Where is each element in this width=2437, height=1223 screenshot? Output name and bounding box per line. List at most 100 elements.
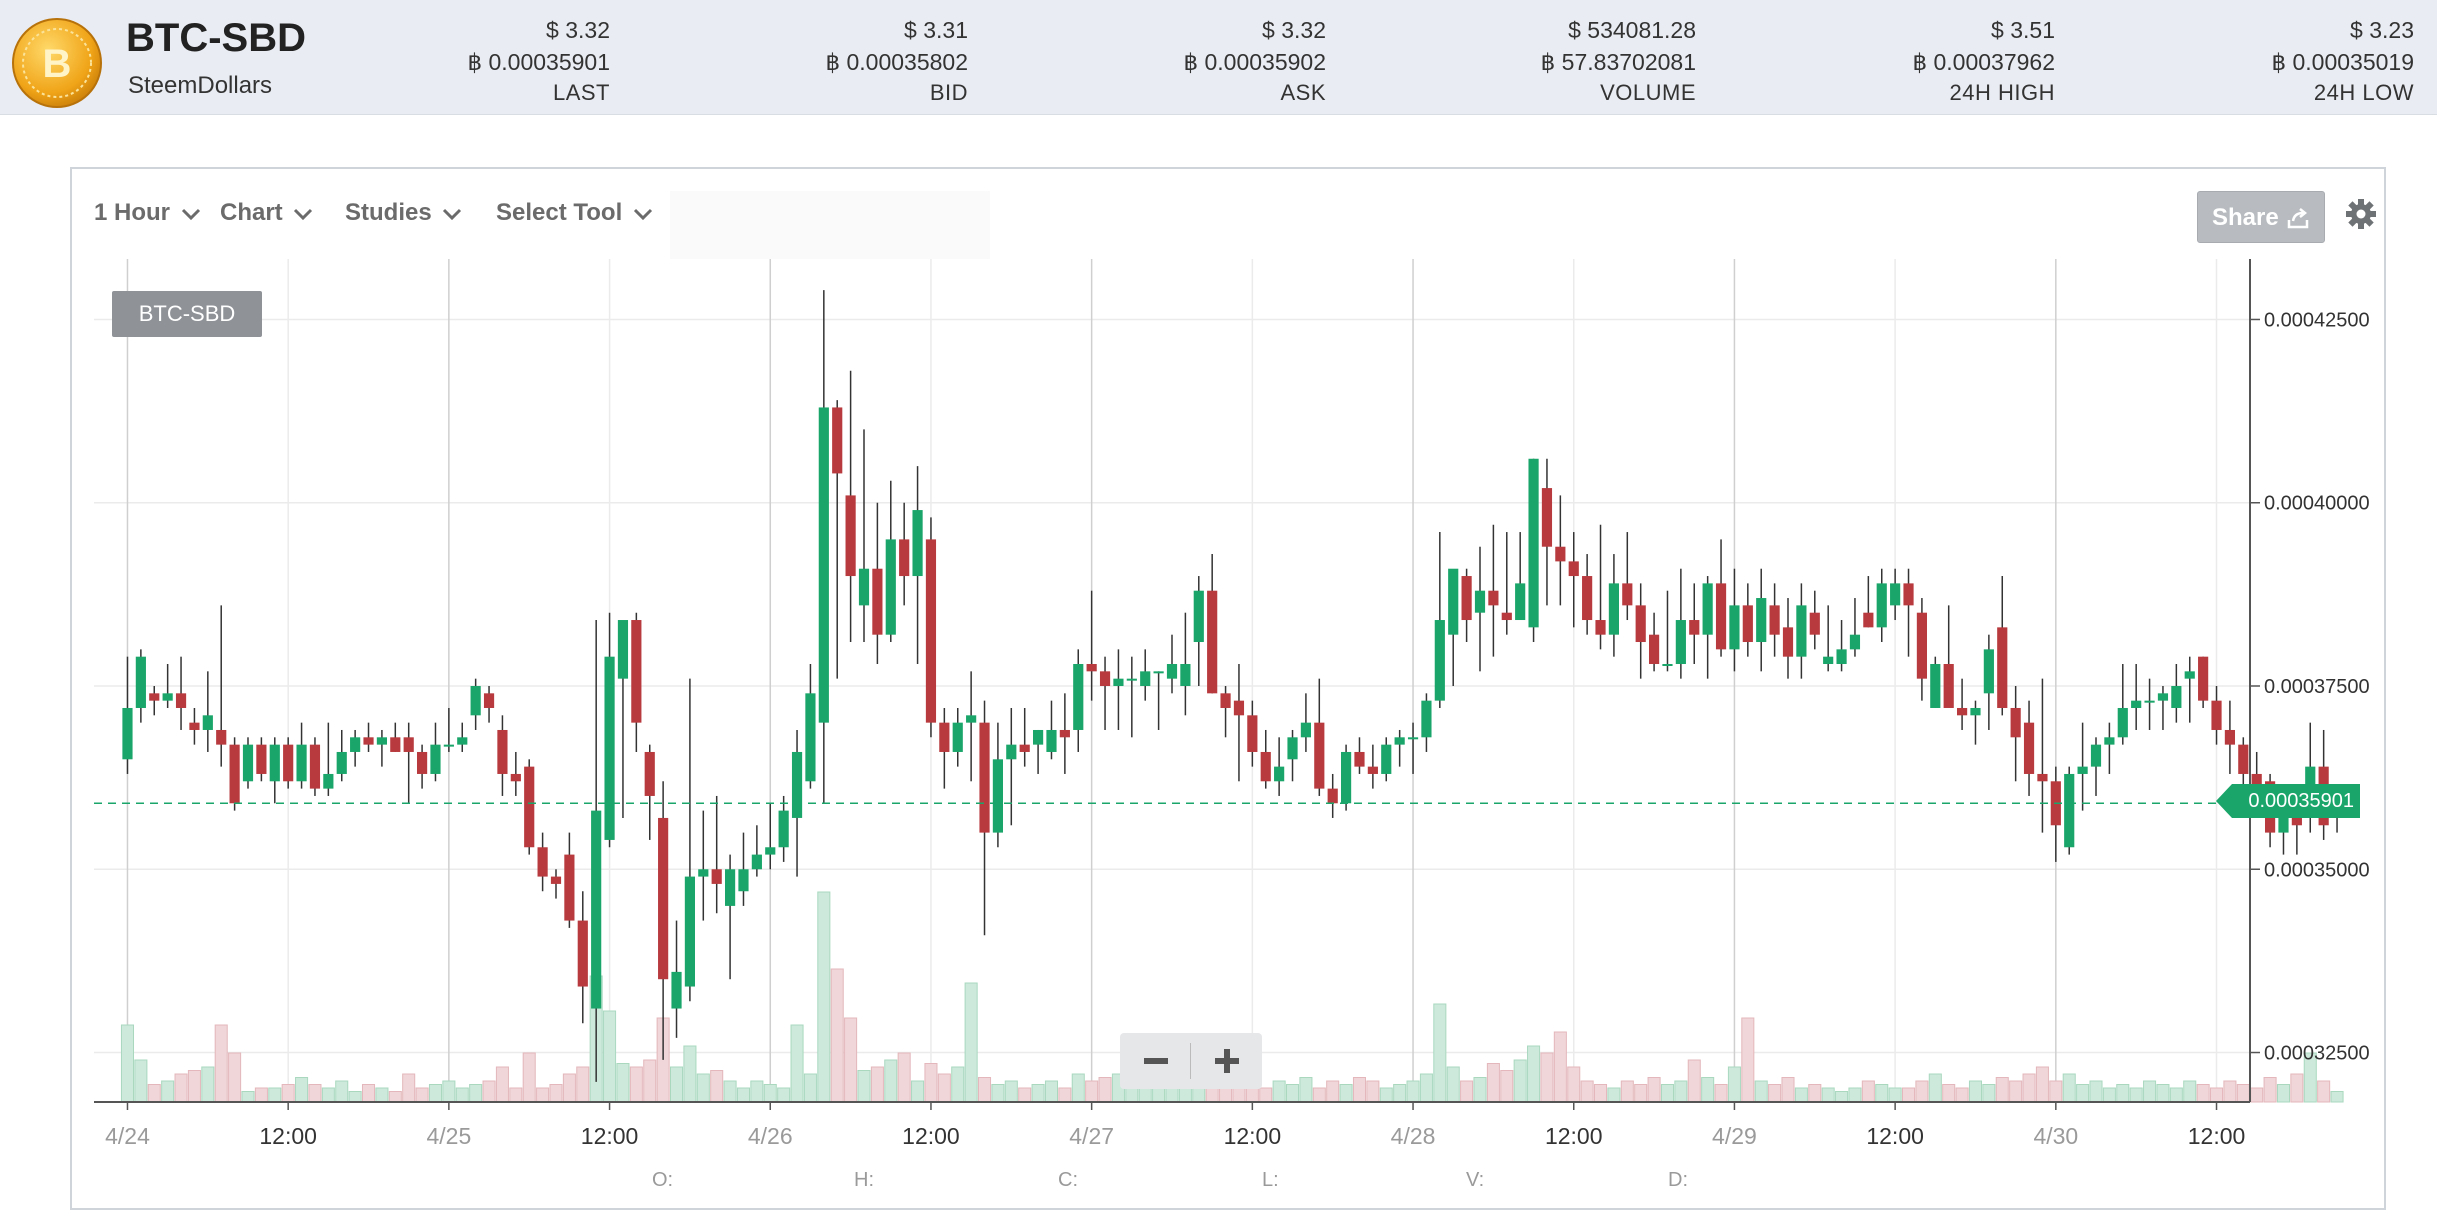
chart-type-dropdown[interactable]: Chart xyxy=(220,199,313,227)
candle-body xyxy=(1809,612,1820,635)
candle-body xyxy=(2023,722,2035,774)
volume-bar xyxy=(268,1087,282,1103)
volume-bar xyxy=(2009,1080,2023,1103)
candle-body xyxy=(1220,693,1231,708)
stat-volume: $ 534081.28 ฿ 57.83702081 VOLUME xyxy=(1366,14,1696,108)
volume-bar xyxy=(1620,1080,1634,1103)
stat-24h-high-label: 24H HIGH xyxy=(1949,80,2055,105)
volume-bar xyxy=(1580,1080,1594,1103)
candle-body xyxy=(1474,590,1486,613)
candle-body xyxy=(1394,737,1405,745)
candle-body xyxy=(1916,612,1928,679)
volume-bar xyxy=(1433,1003,1447,1103)
candle-body xyxy=(269,744,280,782)
candle-body xyxy=(1193,590,1204,643)
volume-bar xyxy=(937,1073,951,1103)
candle-body xyxy=(296,744,307,782)
volume-bar xyxy=(2169,1087,2183,1103)
volume-bar xyxy=(1486,1063,1500,1103)
candle-body xyxy=(1314,722,1325,789)
candle-body xyxy=(323,773,334,789)
candle-body xyxy=(1890,583,1901,606)
stat-volume-label: VOLUME xyxy=(1600,80,1696,105)
zoom-in-icon[interactable] xyxy=(1192,1033,1262,1089)
volume-bar xyxy=(911,1080,925,1103)
candle-body xyxy=(376,737,388,745)
candle-body xyxy=(2251,773,2262,789)
candle-body xyxy=(617,620,629,679)
candle-body xyxy=(1287,737,1298,760)
volume-bar xyxy=(924,1063,938,1103)
volume-bar xyxy=(2263,1077,2277,1103)
volume-bar xyxy=(2143,1080,2157,1103)
volume-bar xyxy=(857,1070,871,1103)
candle-body xyxy=(1327,788,1338,804)
candle-body xyxy=(1715,583,1727,650)
pair-title: BTC-SBD xyxy=(126,16,306,60)
interval-dropdown[interactable]: 1 Hour xyxy=(94,199,201,227)
y-tick-label: 0.00040000 xyxy=(2264,493,2370,515)
candle-body xyxy=(2104,737,2115,745)
x-tick-label: 12:00 xyxy=(1545,1123,1603,1149)
volume-bar xyxy=(884,1059,898,1103)
y-tick-label: 0.00032500 xyxy=(2264,1043,2370,1065)
candle-body xyxy=(912,510,923,577)
chevron-down-icon xyxy=(633,208,652,220)
volume-bar xyxy=(1835,1091,1849,1103)
x-tick-label: 12:00 xyxy=(902,1123,960,1149)
volume-bar xyxy=(817,891,831,1103)
x-tick-label: 4/30 xyxy=(2033,1123,2078,1149)
hud-volume-label: V: xyxy=(1466,1169,1485,1191)
candle-body xyxy=(992,759,1004,833)
gear-icon[interactable] xyxy=(2344,197,2378,231)
stat-bid: $ 3.31 ฿ 0.00035802 BID xyxy=(638,14,968,108)
select-tool-dropdown[interactable]: Select Tool xyxy=(496,199,653,227)
volume-bar xyxy=(710,1070,724,1103)
volume-bar xyxy=(1995,1077,2009,1103)
volume-bar xyxy=(388,1091,402,1103)
volume-bar xyxy=(1098,1077,1112,1103)
zoom-out-icon[interactable] xyxy=(1120,1033,1190,1089)
volume-bar xyxy=(308,1084,322,1103)
candle-body xyxy=(1876,583,1887,628)
volume-bar xyxy=(1674,1080,1688,1103)
candle-body xyxy=(1970,707,1981,716)
candle-body xyxy=(550,876,562,884)
volume-bar xyxy=(1821,1087,1835,1103)
candle-body xyxy=(2171,685,2182,708)
candle-body xyxy=(2305,766,2316,789)
candle-body xyxy=(363,737,374,745)
volume-bar xyxy=(696,1073,710,1103)
candle-body xyxy=(122,707,133,760)
pair-name: SteemDollars xyxy=(128,72,273,99)
volume-bar xyxy=(509,1087,523,1103)
volume-bar xyxy=(2303,1052,2317,1103)
candle-body xyxy=(242,744,254,782)
volume-bar xyxy=(1808,1084,1822,1103)
candle-body xyxy=(1140,671,1151,686)
last-price-tag: 0.00035901 xyxy=(2216,784,2360,818)
candle-body xyxy=(202,715,213,730)
volume-bar xyxy=(1540,1052,1554,1103)
candle-body xyxy=(2198,656,2209,701)
stat-24h-high: $ 3.51 ฿ 0.00037962 24H HIGH xyxy=(1725,14,2055,108)
stat-volume-usd: $ 534081.28 xyxy=(1568,17,1696,43)
volume-bar xyxy=(1915,1080,1929,1103)
volume-bar xyxy=(1500,1070,1514,1103)
candle-body xyxy=(1635,605,1646,643)
share-button[interactable]: Share xyxy=(2197,191,2325,243)
candle-body xyxy=(1849,634,1861,650)
candle-body xyxy=(1153,671,1164,674)
hud-date-label: D: xyxy=(1668,1169,1688,1191)
candle-body xyxy=(1434,620,1445,701)
candle-body xyxy=(2077,766,2088,774)
volume-bar xyxy=(1352,1077,1367,1103)
candle-body xyxy=(1608,583,1620,635)
candle-body xyxy=(1461,576,1472,621)
volume-bar xyxy=(1928,1073,1942,1103)
volume-bar xyxy=(1687,1059,1701,1103)
studies-dropdown[interactable]: Studies xyxy=(345,199,462,227)
stat-last-btc: ฿ 0.00035901 xyxy=(467,49,610,75)
candle-body xyxy=(751,854,762,870)
candle-body xyxy=(671,971,682,1009)
